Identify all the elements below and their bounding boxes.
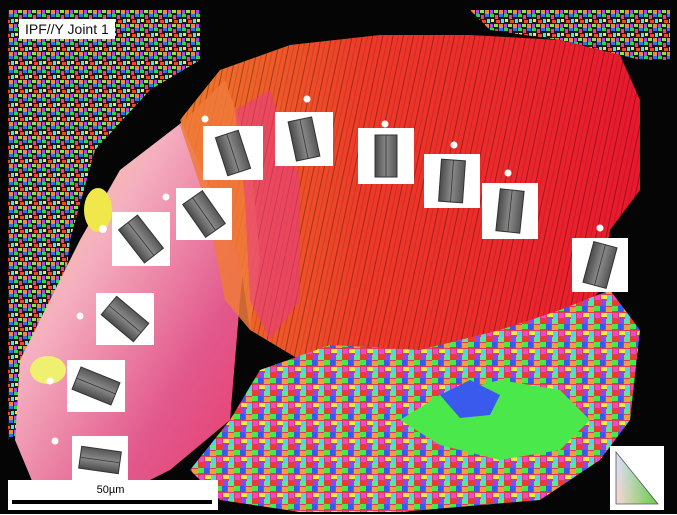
scale-bar-label: 50µm [96,484,125,496]
scale-bar-line [12,500,212,504]
blue-grain-cluster [440,380,500,418]
crystal-orientation-10 [46,360,125,412]
bottom-fine-grain-region [190,290,640,512]
fine-grain-region-top-right [470,10,670,110]
crystal-orientation-5 [482,169,538,239]
crystal-orientation-9 [76,293,154,345]
crystal-orientation-3 [358,120,414,184]
yellow-grain [84,188,112,232]
crystal-orientation-2 [275,95,333,166]
yellow-grain [30,356,66,384]
scale-bar: 50µm [8,480,218,510]
crystal-orientation-1 [201,115,263,180]
ipf-color-key [610,446,664,510]
crystal-orientation-4 [424,141,480,208]
crystal-orientation-7 [162,188,232,240]
crystal-orientation-8 [99,212,170,266]
black-gap-right [640,60,670,330]
ipf-color-key-triangle-icon [615,450,659,505]
crystal-orientation-11 [51,436,128,484]
map-label: IPF//Y Joint 1 [19,19,115,39]
crystal-orientation-6 [572,224,628,292]
